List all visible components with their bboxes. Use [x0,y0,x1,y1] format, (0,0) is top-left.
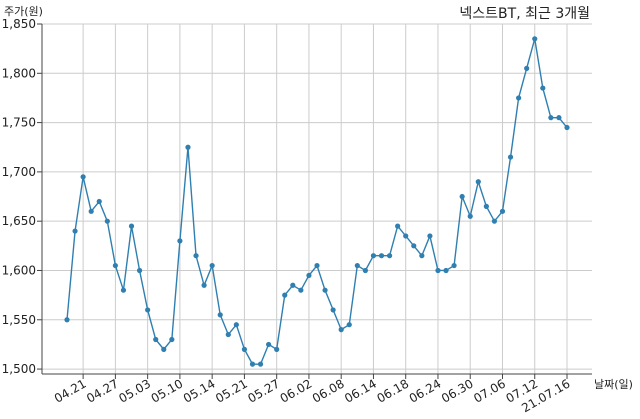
x-tick-label: 05.03 [116,376,153,405]
data-point [257,361,264,367]
data-point [80,174,86,180]
data-point [233,322,239,328]
data-point [201,282,207,288]
data-point [467,213,473,219]
data-point [451,262,457,269]
data-point [322,287,328,293]
data-point [378,253,385,259]
data-point [169,336,175,343]
data-point [370,253,377,259]
x-tick-label: 06.02 [278,376,315,405]
data-point [564,124,570,131]
data-point [540,85,546,91]
y-tick-label: 1,850 [2,17,36,31]
data-point [72,228,78,234]
data-point [136,267,143,274]
data-point [427,233,433,239]
data-point [96,198,102,205]
data-point [330,307,336,313]
chart-title: 넥스트BT, 최근 3개월 [459,6,590,22]
data-point [435,267,441,274]
data-point [338,327,344,333]
data-point [314,262,320,269]
data-point [282,292,288,298]
x-tick-label: 05.10 [149,376,186,405]
data-point [209,262,215,269]
data-point [274,346,280,352]
data-point [153,336,159,343]
x-tick-label: 06.18 [374,376,411,405]
data-point [419,253,425,259]
data-point [120,287,127,293]
x-tick-label: 05.14 [181,376,218,405]
data-point [346,322,352,328]
x-tick-label: 05.21 [213,376,250,405]
data-point [298,287,304,293]
data-point [290,282,296,288]
x-axis-title: 날짜(일) [594,377,633,391]
y-tick-label: 1,800 [2,66,36,80]
data-point [459,193,465,200]
data-point [217,312,223,318]
data-point [249,361,256,367]
data-point [64,317,70,323]
data-point [411,243,417,249]
data-point [483,203,489,209]
y-tick-label: 1,650 [2,214,36,228]
data-point [88,208,94,214]
data-point [104,218,110,224]
data-point [362,267,368,274]
data-point [386,253,393,259]
data-point [112,262,118,269]
x-tick-label: 07.06 [471,376,508,405]
x-tick-label: 06.24 [407,376,444,405]
data-point [516,95,522,101]
data-point [475,179,481,185]
data-point [403,233,409,239]
data-point [161,346,167,352]
data-point [241,346,248,352]
data-point [306,272,312,279]
axes: 1,500 1,550 1,600 1,650 1,700 1,750 1,800 1,850… [2,17,592,415]
data-point [556,115,562,121]
x-tick-label: 04.27 [84,376,121,405]
y-tick-label: 1,750 [2,116,36,130]
x-tick-label: 06.08 [310,376,347,405]
data-point [532,36,538,42]
data-point [128,223,135,229]
data-point [548,115,554,121]
data-point [354,262,360,269]
data-point [177,238,183,244]
data-point [499,208,506,214]
x-tick-label: 06.14 [342,376,379,405]
x-tick-label: 04.21 [52,376,89,405]
y-tick-label: 1,500 [2,362,36,376]
data-point [145,307,151,313]
y-axis-title: 주가(원) [4,5,43,18]
y-tick-label: 1,600 [2,263,36,277]
data-point [491,218,498,224]
data-point [395,223,401,229]
data-point [225,331,231,338]
price-series [64,36,570,367]
data-point [524,65,530,71]
data-point [185,144,191,150]
y-tick-label: 1,550 [2,313,36,327]
data-point [266,341,272,348]
x-tick-label: 06.30 [439,376,476,405]
gridlines [42,23,592,374]
data-point [443,267,449,274]
y-tick-label: 1,700 [2,165,36,179]
series-line [66,38,568,365]
data-point [193,253,199,259]
data-point [507,154,514,160]
x-tick-label: 05.27 [245,376,282,405]
